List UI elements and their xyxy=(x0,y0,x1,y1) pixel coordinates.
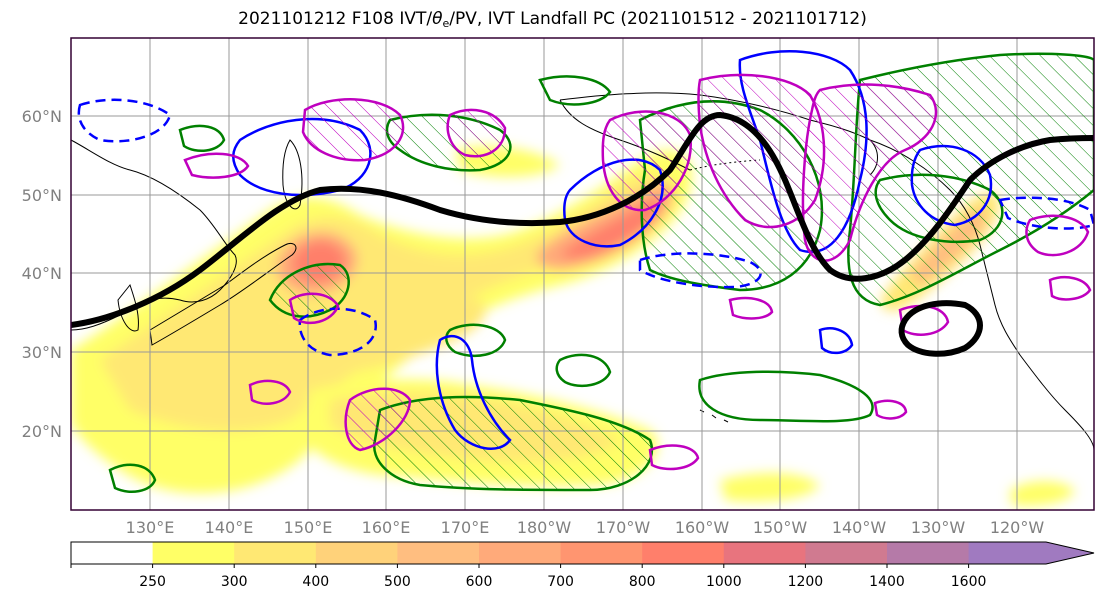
magenta-region-5 xyxy=(801,83,938,262)
green-region-12 xyxy=(178,124,226,153)
latitude-labels: 60°N 50°N 40°N 30°N 20°N xyxy=(22,107,62,441)
lon-label-130w: 130°W xyxy=(911,518,966,537)
blue-dashed-3 xyxy=(638,252,762,289)
colorbar-tick-label: 1000 xyxy=(706,574,742,590)
magenta-region-12 xyxy=(1025,214,1090,257)
blue-solid-4 xyxy=(910,145,993,227)
blue-dashed-2 xyxy=(298,307,378,357)
magenta-region-1 xyxy=(301,98,405,162)
ivt-core-b2 xyxy=(560,198,660,259)
colorbar-tick-label: 500 xyxy=(384,574,411,590)
colorbar-block xyxy=(397,542,480,564)
colorbar-tick-label: 250 xyxy=(139,574,166,590)
colorbar-block xyxy=(560,542,643,564)
magenta-region-9 xyxy=(248,379,292,405)
colorbar-labels: 250 300 400 500 600 700 800 1000 1200 1400 1600 xyxy=(139,574,986,590)
green-region-10 xyxy=(108,463,157,493)
green-region-5 xyxy=(372,395,654,492)
map-frame xyxy=(70,37,1095,511)
magenta-region-2 xyxy=(446,108,507,158)
colorbar-outline xyxy=(70,541,1095,565)
magenta-region-3 xyxy=(601,110,693,212)
lat-label-40: 40°N xyxy=(22,264,62,283)
black-contour-loop xyxy=(898,300,983,357)
colorbar-block xyxy=(234,542,317,564)
green-region-7 xyxy=(874,173,1004,244)
longitude-labels: 130°E 140°E 150°E 160°E 170°E 180°W 170°… xyxy=(126,518,1045,537)
ivt-patch-se xyxy=(1010,481,1075,507)
magenta-region-8 xyxy=(288,292,340,325)
blue-solid-5 xyxy=(435,334,512,450)
colorbar-tick-label: 300 xyxy=(221,574,248,590)
blue-dashed-1 xyxy=(77,98,172,143)
colorbar-block xyxy=(479,542,562,564)
lon-label-170w: 170°W xyxy=(596,518,651,537)
lon-label-180w: 180°W xyxy=(517,518,572,537)
magenta-region-15 xyxy=(873,399,908,420)
lon-label-170e: 170°E xyxy=(441,518,490,537)
colorbar-tick-label: 800 xyxy=(629,574,656,590)
colorbar-ticks xyxy=(70,564,970,568)
coast-kamchatka xyxy=(282,139,303,210)
thick-contour xyxy=(71,111,1094,357)
lat-label-50: 50°N xyxy=(22,186,62,205)
magenta-contours xyxy=(183,73,1092,471)
colorbar-tick-label: 1600 xyxy=(951,574,987,590)
colorbar-tick-label: 1200 xyxy=(788,574,824,590)
colorbar-tick-label: 1400 xyxy=(869,574,905,590)
colorbar-block xyxy=(152,542,235,564)
lat-label-60: 60°N xyxy=(22,107,62,126)
ivt-patch-hawaii xyxy=(720,473,820,502)
colorbar-blocks xyxy=(71,542,1094,564)
colorbar-block xyxy=(887,542,970,564)
lon-label-140w: 140°W xyxy=(832,518,887,537)
colorbar-block xyxy=(315,542,398,564)
lat-label-20: 20°N xyxy=(22,422,62,441)
lon-label-120w: 120°W xyxy=(990,518,1045,537)
colorbar-block-below xyxy=(71,542,153,564)
map-title: 2021101212 F108 IVT/θe/PV, IVT Landfall … xyxy=(238,9,867,30)
magenta-region-7 xyxy=(183,152,250,179)
colorbar: 250 300 400 500 600 700 800 1000 1200 1400 1600 xyxy=(70,541,1095,590)
lon-label-130e: 130°E xyxy=(126,518,175,537)
magenta-region-6 xyxy=(344,387,412,452)
map-area xyxy=(71,38,1094,510)
green-region-8 xyxy=(445,323,507,357)
magenta-region-14 xyxy=(728,296,774,320)
colorbar-tick-label: 700 xyxy=(547,574,574,590)
colorbar-tick-label: 600 xyxy=(466,574,493,590)
magenta-region-13 xyxy=(1048,276,1092,301)
coast-japan xyxy=(149,242,297,346)
black-contour-main xyxy=(71,111,1094,328)
lon-label-160e: 160°E xyxy=(362,518,411,537)
lon-label-150e: 150°E xyxy=(284,518,333,537)
green-region-6 xyxy=(698,370,874,423)
lon-label-140e: 140°E xyxy=(205,518,254,537)
green-region-9 xyxy=(555,353,612,388)
lon-label-150w: 150°W xyxy=(753,518,808,537)
blue-dashed-4 xyxy=(998,196,1094,230)
colorbar-block xyxy=(642,542,725,564)
colorbar-block xyxy=(968,542,1094,564)
colorbar-tick-label: 400 xyxy=(302,574,329,590)
colorbar-block xyxy=(723,542,806,564)
lon-label-160w: 160°W xyxy=(675,518,730,537)
blue-solid-6 xyxy=(818,327,854,355)
magenta-region-10 xyxy=(648,444,700,471)
colorbar-block xyxy=(805,542,888,564)
green-region-11 xyxy=(538,75,612,106)
lat-label-30: 30°N xyxy=(22,343,62,362)
